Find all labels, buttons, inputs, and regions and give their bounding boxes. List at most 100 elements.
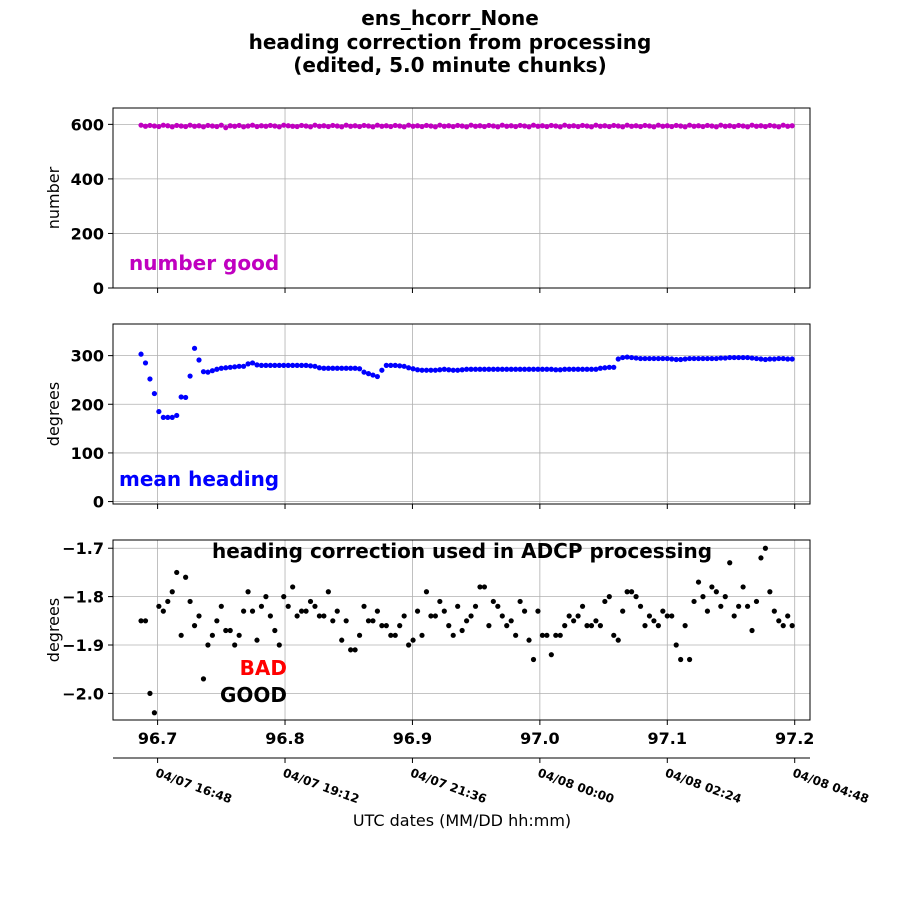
data-point [446,367,452,373]
y-tick-label: 400 [71,170,104,189]
data-point [290,123,296,129]
data-point [767,356,773,362]
data-point [651,355,657,362]
data-point [722,123,728,129]
data-point [348,647,354,653]
data-point [459,123,465,129]
data-point [200,124,207,130]
data-point [281,594,287,600]
data-point [241,363,247,369]
data-point [410,123,416,129]
y-axis-label: number [44,166,63,229]
data-point [780,355,786,362]
data-point [361,603,367,609]
data-point [651,124,657,130]
data-point [481,584,488,590]
data-point [232,123,238,129]
data-point [521,608,528,614]
data-point [762,545,769,551]
data-point [218,122,224,128]
data-point [753,123,760,129]
data-point [682,623,688,629]
data-point [374,122,381,128]
data-point [602,365,608,371]
data-point [504,123,510,129]
data-point [629,354,635,361]
data-point [695,579,702,585]
data-point [303,123,309,129]
data-point [428,123,434,129]
data-point [437,122,443,128]
data-point [508,366,514,372]
data-point [209,368,215,374]
data-point [339,637,345,643]
data-point [285,603,291,609]
data-point [588,366,595,372]
data-point [446,623,452,629]
data-point [441,608,447,614]
y-axis-label: degrees [44,598,63,662]
data-point [490,366,496,372]
data-point [459,367,465,373]
data-point [504,366,510,372]
data-point [138,122,144,128]
data-point [397,123,403,129]
data-point [700,123,706,130]
data-point [678,656,684,663]
data-point [526,124,532,130]
data-point [584,123,590,129]
data-point [548,652,554,658]
data-point [174,412,180,419]
data-point [307,598,314,605]
data-point [330,618,336,624]
data-point [446,123,452,129]
data-point [472,123,479,129]
data-point [606,123,612,130]
data-point [579,603,586,609]
data-point [151,390,158,397]
data-point [762,123,769,130]
data-point [343,618,349,624]
data-point [156,123,162,130]
data-point [223,627,229,634]
data-point [704,122,711,129]
data-point [276,642,282,648]
data-point [254,362,260,368]
data-point [758,123,764,129]
data-point [214,366,220,372]
data-point [611,632,617,638]
data-point [165,123,171,129]
panels: 0 200 400 600 number number good 0 100 200 300 deg… [44,107,814,748]
data-point [352,365,358,371]
y-tick-label: 200 [71,224,104,243]
data-point [642,623,648,629]
data-point [535,608,541,614]
data-point [718,603,724,609]
data-point [196,123,202,129]
data-point [339,124,345,130]
data-point [245,123,251,129]
data-point [174,569,180,576]
data-point [321,123,327,129]
data-point [339,365,345,371]
data-point [646,613,653,619]
data-point [352,647,358,653]
data-point [521,366,528,372]
data-point [664,123,670,129]
data-point [156,603,162,609]
data-point [566,366,572,372]
data-point [383,123,389,129]
data-point [232,364,238,370]
data-point [151,123,158,129]
data-point [298,608,305,614]
data-point [147,376,153,382]
data-point [606,364,612,370]
data-point [544,123,550,130]
data-point [294,123,300,130]
data-point [388,362,394,368]
data-point [316,123,323,129]
data-point [142,123,149,129]
data-point [686,355,693,362]
data-point [223,125,229,131]
data-point [785,356,791,362]
